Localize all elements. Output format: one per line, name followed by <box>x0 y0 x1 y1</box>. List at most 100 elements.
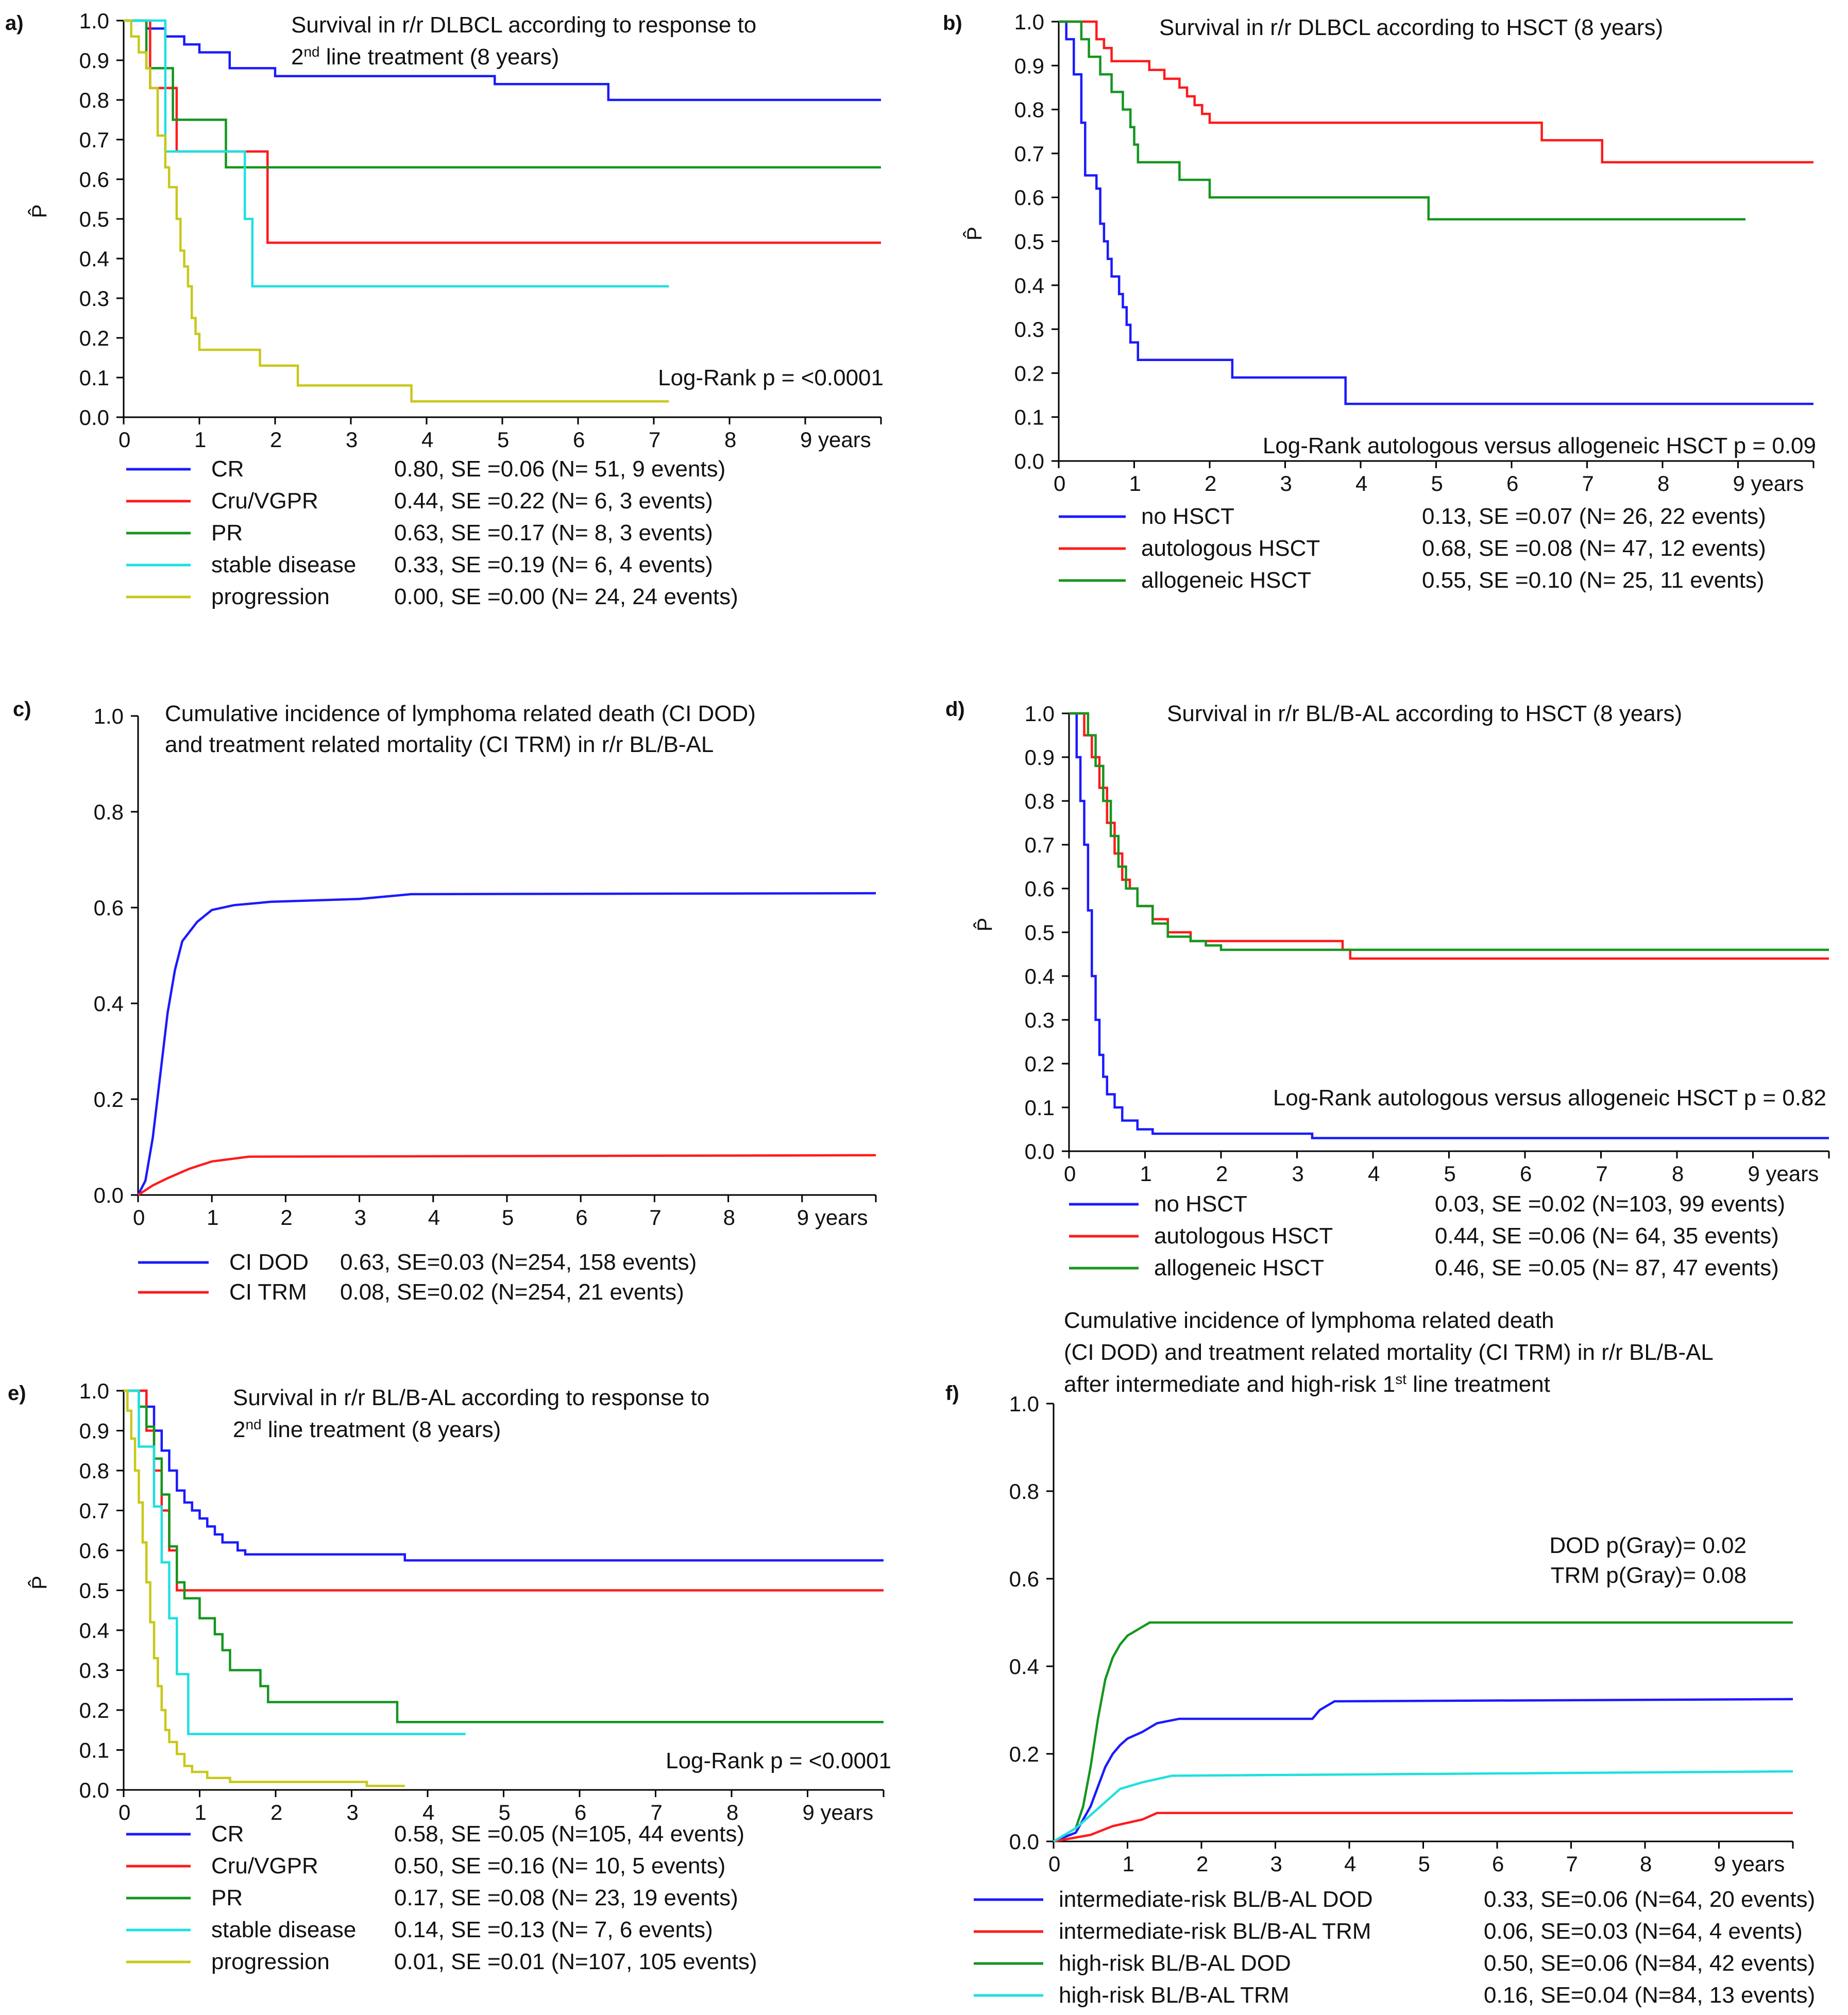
legend-label: no HSCT <box>1141 504 1234 529</box>
x-tick-label: 9 years <box>803 1800 874 1824</box>
panel-f: f) Cumulative incidence of lymphoma relat… <box>945 1308 1815 2008</box>
legend-stat: 0.63, SE =0.17 (N= 8, 3 events) <box>394 520 713 545</box>
legend-stat: 0.46, SE =0.05 (N= 87, 47 events) <box>1435 1255 1779 1280</box>
y-tick-label: 0.8 <box>79 1459 109 1483</box>
x-tick-label: 1 <box>1123 1852 1134 1876</box>
y-tick-label: 0.1 <box>79 1738 109 1763</box>
y-tick-label: 0.7 <box>1025 833 1055 857</box>
y-tick-label: 0.7 <box>79 1499 109 1523</box>
y-tick-label: 0.1 <box>1025 1096 1055 1120</box>
y-tick-label: 1.0 <box>1025 702 1055 726</box>
x-tick-label: 6 <box>573 428 585 452</box>
series-line-3 <box>1069 712 1829 951</box>
y-tick-label: 0.0 <box>1025 1139 1055 1164</box>
panel-label: c) <box>13 698 31 721</box>
y-tick-label: 0.6 <box>94 896 124 920</box>
x-tick-label: 1 <box>194 428 206 452</box>
panel-label: d) <box>945 698 965 721</box>
panel-d: d) Survival in r/r BL/B-AL according to H… <box>945 698 1830 1280</box>
y-tick-label: 0.5 <box>1025 920 1055 945</box>
x-tick-label: 8 <box>1640 1852 1652 1876</box>
series-line-2 <box>1069 712 1829 960</box>
x-tick-label: 2 <box>1205 471 1216 496</box>
chart-title-line: and treatment related mortality (CI TRM)… <box>165 732 714 757</box>
y-tick-label: 0.9 <box>1014 54 1044 78</box>
x-tick-label: 4 <box>1344 1852 1356 1876</box>
y-tick-label: 0.8 <box>1025 789 1055 813</box>
legend-label: high-risk BL/B-AL TRM <box>1059 1983 1289 2008</box>
legend-label: intermediate-risk BL/B-AL DOD <box>1059 1887 1373 1912</box>
legend-label: stable disease <box>211 552 356 577</box>
y-tick-label: 0.6 <box>1014 185 1044 210</box>
legend-stat: 0.55, SE =0.10 (N= 25, 11 events) <box>1422 568 1765 593</box>
legend-label: autologous HSCT <box>1141 536 1320 561</box>
x-tick-label: 8 <box>1672 1162 1684 1186</box>
panel-c: c) Cumulative incidence of lymphoma relat… <box>13 698 877 1305</box>
series-line-2 <box>1059 20 1813 164</box>
x-tick-label: 3 <box>1270 1852 1282 1876</box>
series-line-2 <box>1053 1812 1793 1843</box>
x-tick-label: 9 years <box>1733 471 1804 496</box>
legend-stat: 0.14, SE =0.13 (N= 7, 6 events) <box>394 1917 713 1942</box>
y-tick-label: 1.0 <box>79 9 109 33</box>
y-tick-label: 0.5 <box>79 207 109 231</box>
y-tick-label: 0.4 <box>1025 964 1055 988</box>
x-tick-label: 1 <box>1129 471 1141 496</box>
legend-stat: 0.80, SE =0.06 (N= 51, 9 events) <box>394 456 725 482</box>
x-tick-label: 0 <box>1054 471 1065 496</box>
series-line-1 <box>1059 20 1813 405</box>
y-tick-label: 0.4 <box>94 992 124 1016</box>
legend-label: CR <box>211 1821 244 1847</box>
legend-stat: 0.33, SE=0.06 (N=64, 20 events) <box>1484 1887 1815 1912</box>
legend-label: stable disease <box>211 1917 356 1942</box>
series-line-3 <box>124 19 881 169</box>
panel-a: a) Survival in r/r DLBCL according to res… <box>5 9 884 609</box>
legend-stat: 0.06, SE=0.03 (N=64, 4 events) <box>1484 1919 1803 1944</box>
y-tick-label: 0.0 <box>94 1183 124 1207</box>
legend-stat: 0.44, SE =0.22 (N= 6, 3 events) <box>394 488 713 514</box>
x-tick-label: 3 <box>1292 1162 1304 1186</box>
y-tick-label: 0.2 <box>1014 361 1044 385</box>
x-tick-label: 0 <box>133 1205 145 1230</box>
chart-title-line: 2nd line treatment (8 years) <box>291 44 559 70</box>
legend-stat: 0.16, SE=0.04 (N=84, 13 events) <box>1484 1983 1815 2008</box>
chart-title-line: Survival in r/r DLBCL according to HSCT … <box>1159 15 1663 40</box>
legend-stat: 0.01, SE =0.01 (N=107, 105 events) <box>394 1949 757 1974</box>
legend-label: CR <box>211 456 244 482</box>
annotation: DOD p(Gray)= 0.02 <box>1549 1533 1747 1558</box>
y-tick-label: 0.3 <box>79 1659 109 1683</box>
legend-stat: 0.08, SE=0.02 (N=254, 21 events) <box>340 1279 684 1305</box>
x-tick-label: 0 <box>1064 1162 1076 1186</box>
series-line-4 <box>124 1389 466 1735</box>
legend-label: progression <box>211 1949 330 1974</box>
legend-stat: 0.50, SE=0.06 (N=84, 42 events) <box>1484 1951 1815 1976</box>
x-tick-label: 3 <box>347 1800 359 1824</box>
y-tick-label: 0.6 <box>1009 1567 1039 1591</box>
chart-title-line: after intermediate and high-risk 1st lin… <box>1064 1371 1550 1397</box>
legend-stat: 0.58, SE =0.05 (N=105, 44 events) <box>394 1821 744 1847</box>
y-tick-label: 0.4 <box>1009 1654 1039 1679</box>
panel-label: e) <box>8 1382 26 1405</box>
x-tick-label: 8 <box>1657 471 1669 496</box>
y-tick-label: 0.2 <box>79 326 109 350</box>
legend-label: allogeneic HSCT <box>1141 568 1311 593</box>
y-tick-label: 0.6 <box>79 167 109 192</box>
y-tick-label: 0.5 <box>79 1579 109 1603</box>
legend-label: progression <box>211 584 330 609</box>
legend-stat: 0.33, SE =0.19 (N= 6, 4 events) <box>394 552 713 577</box>
y-tick-label: 0.9 <box>79 1419 109 1443</box>
legend-label: autologous HSCT <box>1154 1223 1333 1249</box>
x-tick-label: 7 <box>1582 471 1594 496</box>
series-line-4 <box>124 19 669 288</box>
chart-title-line: Cumulative incidence of lymphoma related… <box>165 701 756 726</box>
chart-title-line: Survival in r/r BL/B-AL according to HSC… <box>1167 701 1682 726</box>
legend-label: PR <box>211 1885 243 1910</box>
y-tick-label: 0.1 <box>1014 405 1044 430</box>
x-tick-label: 4 <box>421 428 433 452</box>
x-tick-label: 4 <box>422 1800 434 1824</box>
panel-b: b) Survival in r/r DLBCL according to HSC… <box>943 10 1816 593</box>
y-tick-label: 0.4 <box>79 1618 109 1643</box>
y-tick-label: 0.6 <box>1025 877 1055 901</box>
y-tick-label: 0.7 <box>1014 142 1044 166</box>
